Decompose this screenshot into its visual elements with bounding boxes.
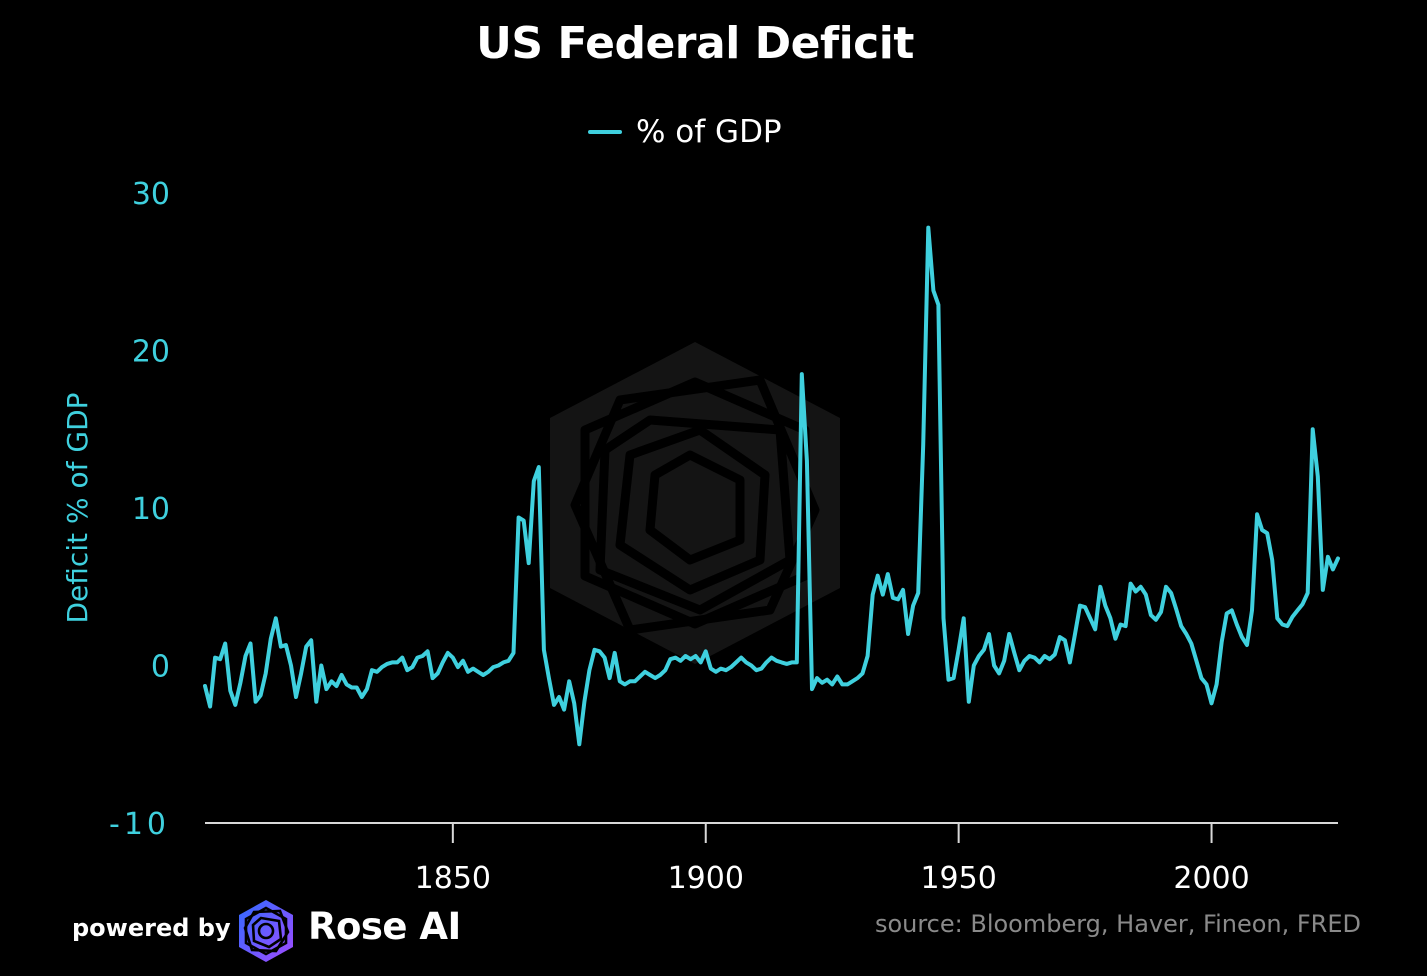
y-tick-label: 0 bbox=[151, 650, 170, 685]
rose-ai-watermark-icon bbox=[550, 342, 840, 664]
x-tick-label: 1950 bbox=[920, 861, 996, 896]
y-axis-label: Deficit % of GDP bbox=[61, 392, 94, 623]
y-tick-label: 30 bbox=[132, 177, 170, 212]
powered-by-label: powered by bbox=[72, 914, 231, 942]
rose-ai-logo-icon bbox=[239, 900, 293, 962]
x-tick-label: 2000 bbox=[1173, 861, 1249, 896]
series-line-deficit bbox=[203, 225, 1340, 747]
x-tick-label: 1900 bbox=[668, 861, 744, 896]
x-tick-label: 1850 bbox=[415, 861, 491, 896]
y-tick-label: 20 bbox=[132, 335, 170, 370]
chart-title: US Federal Deficit bbox=[476, 18, 914, 69]
source-note: source: Bloomberg, Haver, Fineon, FRED bbox=[874, 910, 1361, 938]
brand-name: Rose AI bbox=[308, 905, 461, 948]
legend: % of GDP bbox=[588, 112, 782, 152]
legend-swatch bbox=[588, 130, 622, 134]
y-tick-label: -10 bbox=[109, 807, 170, 842]
legend-label: % of GDP bbox=[636, 114, 782, 150]
y-tick-label: 10 bbox=[132, 492, 170, 527]
